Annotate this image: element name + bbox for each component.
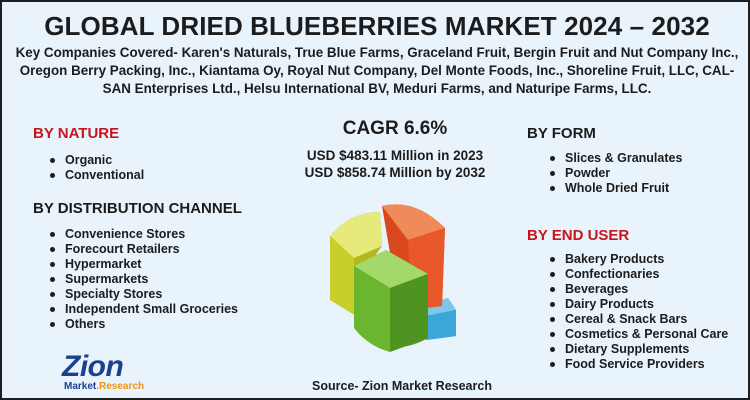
by-end-user-list: Bakery Products Confectionaries Beverage… — [547, 252, 728, 372]
logo-sub-market: Market — [64, 381, 97, 392]
by-distribution-list: Convenience Stores Forecourt Retailers H… — [47, 227, 238, 332]
chart-slice-blue — [420, 298, 456, 340]
by-nature-heading: BY NATURE — [33, 125, 120, 142]
chart-slice-yellow — [330, 212, 382, 316]
by-form-list: Slices & Granulates Powder Whole Dried F… — [547, 151, 682, 196]
list-item: Food Service Providers — [547, 357, 728, 372]
list-item: Whole Dried Fruit — [547, 181, 682, 196]
cagr-value: CAGR 6.6% — [342, 118, 448, 139]
list-item: Cereal & Snack Bars — [547, 312, 728, 327]
by-end-user-heading: BY END USER — [527, 227, 630, 244]
list-item: Convenience Stores — [47, 227, 238, 242]
page-title: GLOBAL DRIED BLUEBERRIES MARKET 2024 – 2… — [44, 11, 710, 41]
by-distribution-heading: BY DISTRIBUTION CHANNEL — [33, 200, 242, 217]
key-companies-text: Key Companies Covered- Karen's Naturals,… — [15, 45, 739, 96]
list-item: Independent Small Groceries — [47, 302, 238, 317]
chart-slice-green — [354, 250, 428, 352]
by-form-heading: BY FORM — [527, 125, 596, 142]
list-item: Beverages — [547, 282, 728, 297]
list-item: Cosmetics & Personal Care — [547, 327, 728, 342]
list-item: Others — [47, 317, 238, 332]
logo-sub-research: .Research — [96, 381, 145, 392]
list-item: Forecourt Retailers — [47, 242, 238, 257]
market-value-2032: USD $858.74 Million by 2032 — [304, 165, 486, 180]
zion-logo-icon: Zion Market.Research — [62, 350, 172, 394]
list-item: Hypermarket — [47, 257, 238, 272]
market-value-2023: USD $483.11 Million in 2023 — [306, 148, 484, 163]
logo-subtitle: Market.Research — [64, 381, 144, 392]
list-item: Confectionaries — [547, 267, 728, 282]
list-item: Dietary Supplements — [547, 342, 728, 357]
by-nature-list: Organic Conventional — [47, 153, 144, 183]
list-item: Slices & Granulates — [547, 151, 682, 166]
source-text: Source- Zion Market Research — [312, 379, 492, 393]
list-item: Supermarkets — [47, 272, 238, 287]
list-item: Conventional — [47, 168, 144, 183]
list-item: Dairy Products — [547, 297, 728, 312]
list-item: Bakery Products — [547, 252, 728, 267]
list-item: Powder — [547, 166, 682, 181]
3d-pie-chart-graphic — [330, 204, 456, 352]
logo-wordmark: Zion — [62, 350, 124, 383]
list-item: Organic — [47, 153, 144, 168]
list-item: Specialty Stores — [47, 287, 238, 302]
